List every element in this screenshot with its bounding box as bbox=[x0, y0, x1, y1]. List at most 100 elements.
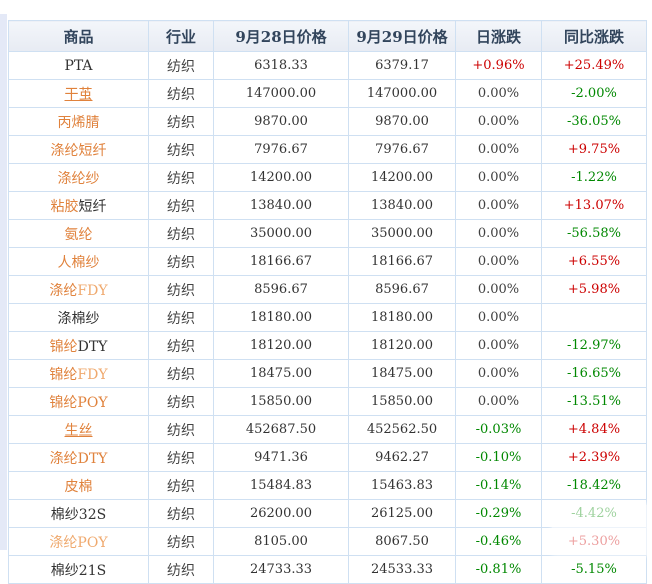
industry-cell: 纺织 bbox=[148, 359, 214, 388]
daily-change-cell: 0.00% bbox=[455, 387, 542, 416]
commodity-cell[interactable]: 干茧 bbox=[8, 79, 149, 108]
table-row: 涤纶短纤 纺织 7976.67 7976.67 0.00% +9.75% bbox=[8, 135, 647, 164]
table-row: 氨纶 纺织 35000.00 35000.00 0.00% -56.58% bbox=[8, 219, 647, 248]
price-sep29-cell: 26125.00 bbox=[348, 499, 456, 528]
table-row: 锦纶FDY 纺织 18475.00 18475.00 0.00% -16.65% bbox=[8, 359, 647, 388]
commodity-link[interactable]: 涤纶短纤 bbox=[50, 142, 107, 159]
commodity-cell: PTA bbox=[8, 51, 149, 80]
column-header-price-sep29: 9月29日价格 bbox=[348, 20, 456, 52]
yoy-change-cell: -56.58% bbox=[541, 219, 647, 248]
table-row: 锦纶POY 纺织 15850.00 15850.00 0.00% -13.51% bbox=[8, 387, 647, 416]
commodity-cell[interactable]: 涤纶短纤 bbox=[8, 135, 149, 164]
price-sep28-cell: 8596.67 bbox=[213, 275, 349, 304]
commodity-link[interactable]: FDY bbox=[77, 366, 108, 383]
column-header-daily-change: 日涨跌 bbox=[455, 20, 542, 52]
price-sep29-cell: 8067.50 bbox=[348, 527, 456, 556]
industry-cell: 纺织 bbox=[148, 191, 214, 220]
price-sep28-cell: 35000.00 bbox=[213, 219, 349, 248]
page-left-margin-strip bbox=[0, 14, 7, 550]
price-sep28-cell: 15850.00 bbox=[213, 387, 349, 416]
commodity-link[interactable]: 锦纶POY bbox=[49, 394, 108, 411]
commodity-cell[interactable]: 粘胶短纤 bbox=[8, 191, 149, 220]
daily-change-cell: 0.00% bbox=[455, 303, 542, 332]
yoy-change-cell: -1.22% bbox=[541, 163, 647, 192]
commodity-link[interactable]: 涤纶POY bbox=[49, 534, 108, 551]
price-sep29-cell: 452562.50 bbox=[348, 415, 456, 444]
price-sep29-cell: 18475.00 bbox=[348, 359, 456, 388]
industry-cell: 纺织 bbox=[148, 387, 214, 416]
daily-change-cell: -0.81% bbox=[455, 555, 542, 584]
commodity-link[interactable]: 生丝 bbox=[64, 422, 93, 439]
yoy-change-cell: -18.42% bbox=[541, 471, 647, 500]
yoy-change-cell: +5.98% bbox=[541, 275, 647, 304]
daily-change-cell: 0.00% bbox=[455, 359, 542, 388]
commodity-link[interactable]: 人棉纱 bbox=[57, 254, 100, 271]
commodity-cell[interactable]: 生丝 bbox=[8, 415, 149, 444]
daily-change-cell: 0.00% bbox=[455, 275, 542, 304]
commodity-link[interactable]: 锦纶 bbox=[49, 366, 78, 383]
column-header-yoy-change: 同比涨跌 bbox=[541, 20, 647, 52]
commodity-link[interactable]: 丙烯腈 bbox=[57, 114, 100, 131]
industry-cell: 纺织 bbox=[148, 219, 214, 248]
commodity-cell[interactable]: 涤纶FDY bbox=[8, 275, 149, 304]
commodity-cell[interactable]: 锦纶POY bbox=[8, 387, 149, 416]
commodity-cell[interactable]: 涤纶DTY bbox=[8, 443, 149, 472]
commodity-price-table-container: 商品 行业 9月28日价格 9月29日价格 日涨跌 同比涨跌 PTA 纺织 6318… bbox=[8, 20, 647, 584]
commodity-cell[interactable]: 涤纶POY bbox=[8, 527, 149, 556]
price-sep29-cell: 35000.00 bbox=[348, 219, 456, 248]
commodity-link[interactable]: 锦纶 bbox=[49, 338, 78, 355]
daily-change-cell: +0.96% bbox=[455, 51, 542, 80]
commodity-link[interactable]: 涤纶纱 bbox=[57, 170, 100, 187]
commodity-link[interactable]: 干茧 bbox=[64, 86, 93, 103]
commodity-link[interactable]: 涤纶 bbox=[49, 282, 78, 299]
commodity-label: 涤棉纱 bbox=[57, 310, 100, 327]
commodity-cell[interactable]: 氨纶 bbox=[8, 219, 149, 248]
price-sep28-cell: 7976.67 bbox=[213, 135, 349, 164]
price-sep28-cell: 147000.00 bbox=[213, 79, 349, 108]
yoy-change-cell: +2.39% bbox=[541, 443, 647, 472]
yoy-change-cell: -5.15% bbox=[541, 555, 647, 584]
industry-cell: 纺织 bbox=[148, 303, 214, 332]
price-sep28-cell: 13840.00 bbox=[213, 191, 349, 220]
commodity-cell[interactable]: 锦纶DTY bbox=[8, 331, 149, 360]
commodity-link[interactable]: 氨纶 bbox=[64, 226, 93, 243]
price-sep28-cell: 452687.50 bbox=[213, 415, 349, 444]
commodity-cell: 涤棉纱 bbox=[8, 303, 149, 332]
commodity-cell: 棉纱21S bbox=[8, 555, 149, 584]
commodity-cell[interactable]: 皮棉 bbox=[8, 471, 149, 500]
table-header: 商品 行业 9月28日价格 9月29日价格 日涨跌 同比涨跌 bbox=[8, 20, 647, 52]
yoy-change-cell: -13.51% bbox=[541, 387, 647, 416]
table-row: 涤纶FDY 纺织 8596.67 8596.67 0.00% +5.98% bbox=[8, 275, 647, 304]
industry-cell: 纺织 bbox=[148, 415, 214, 444]
commodity-link[interactable]: FDY bbox=[77, 282, 108, 299]
table-row: 粘胶短纤 纺织 13840.00 13840.00 0.00% +13.07% bbox=[8, 191, 647, 220]
commodity-link[interactable]: 短纤 bbox=[78, 198, 107, 215]
commodity-link[interactable]: 粘胶 bbox=[50, 198, 79, 215]
commodity-cell[interactable]: 涤纶纱 bbox=[8, 163, 149, 192]
commodity-cell[interactable]: 丙烯腈 bbox=[8, 107, 149, 136]
price-sep28-cell: 8105.00 bbox=[213, 527, 349, 556]
yoy-change-cell: +25.49% bbox=[541, 51, 647, 80]
price-sep28-cell: 18166.67 bbox=[213, 247, 349, 276]
price-sep29-cell: 14200.00 bbox=[348, 163, 456, 192]
industry-cell: 纺织 bbox=[148, 247, 214, 276]
price-sep29-cell: 15463.83 bbox=[348, 471, 456, 500]
table-row: 涤纶DTY 纺织 9471.36 9462.27 -0.10% +2.39% bbox=[8, 443, 647, 472]
industry-cell: 纺织 bbox=[148, 163, 214, 192]
commodity-link[interactable]: 涤纶DTY bbox=[49, 450, 108, 467]
table-row: 丙烯腈 纺织 9870.00 9870.00 0.00% -36.05% bbox=[8, 107, 647, 136]
table-body: PTA 纺织 6318.33 6379.17 +0.96% +25.49% 干茧 纺织 1470… bbox=[8, 51, 647, 584]
price-sep29-cell: 7976.67 bbox=[348, 135, 456, 164]
table-row: 生丝 纺织 452687.50 452562.50 -0.03% +4.84% bbox=[8, 415, 647, 444]
commodity-cell[interactable]: 锦纶FDY bbox=[8, 359, 149, 388]
daily-change-cell: -0.29% bbox=[455, 499, 542, 528]
commodity-cell[interactable]: 人棉纱 bbox=[8, 247, 149, 276]
commodity-link[interactable]: DTY bbox=[77, 338, 108, 355]
daily-change-cell: 0.00% bbox=[455, 135, 542, 164]
daily-change-cell: 0.00% bbox=[455, 191, 542, 220]
commodity-link[interactable]: 皮棉 bbox=[64, 478, 93, 495]
industry-cell: 纺织 bbox=[148, 107, 214, 136]
price-sep28-cell: 26200.00 bbox=[213, 499, 349, 528]
watermark-overlay bbox=[552, 505, 652, 555]
table-header-row: 商品 行业 9月28日价格 9月29日价格 日涨跌 同比涨跌 bbox=[8, 20, 647, 52]
